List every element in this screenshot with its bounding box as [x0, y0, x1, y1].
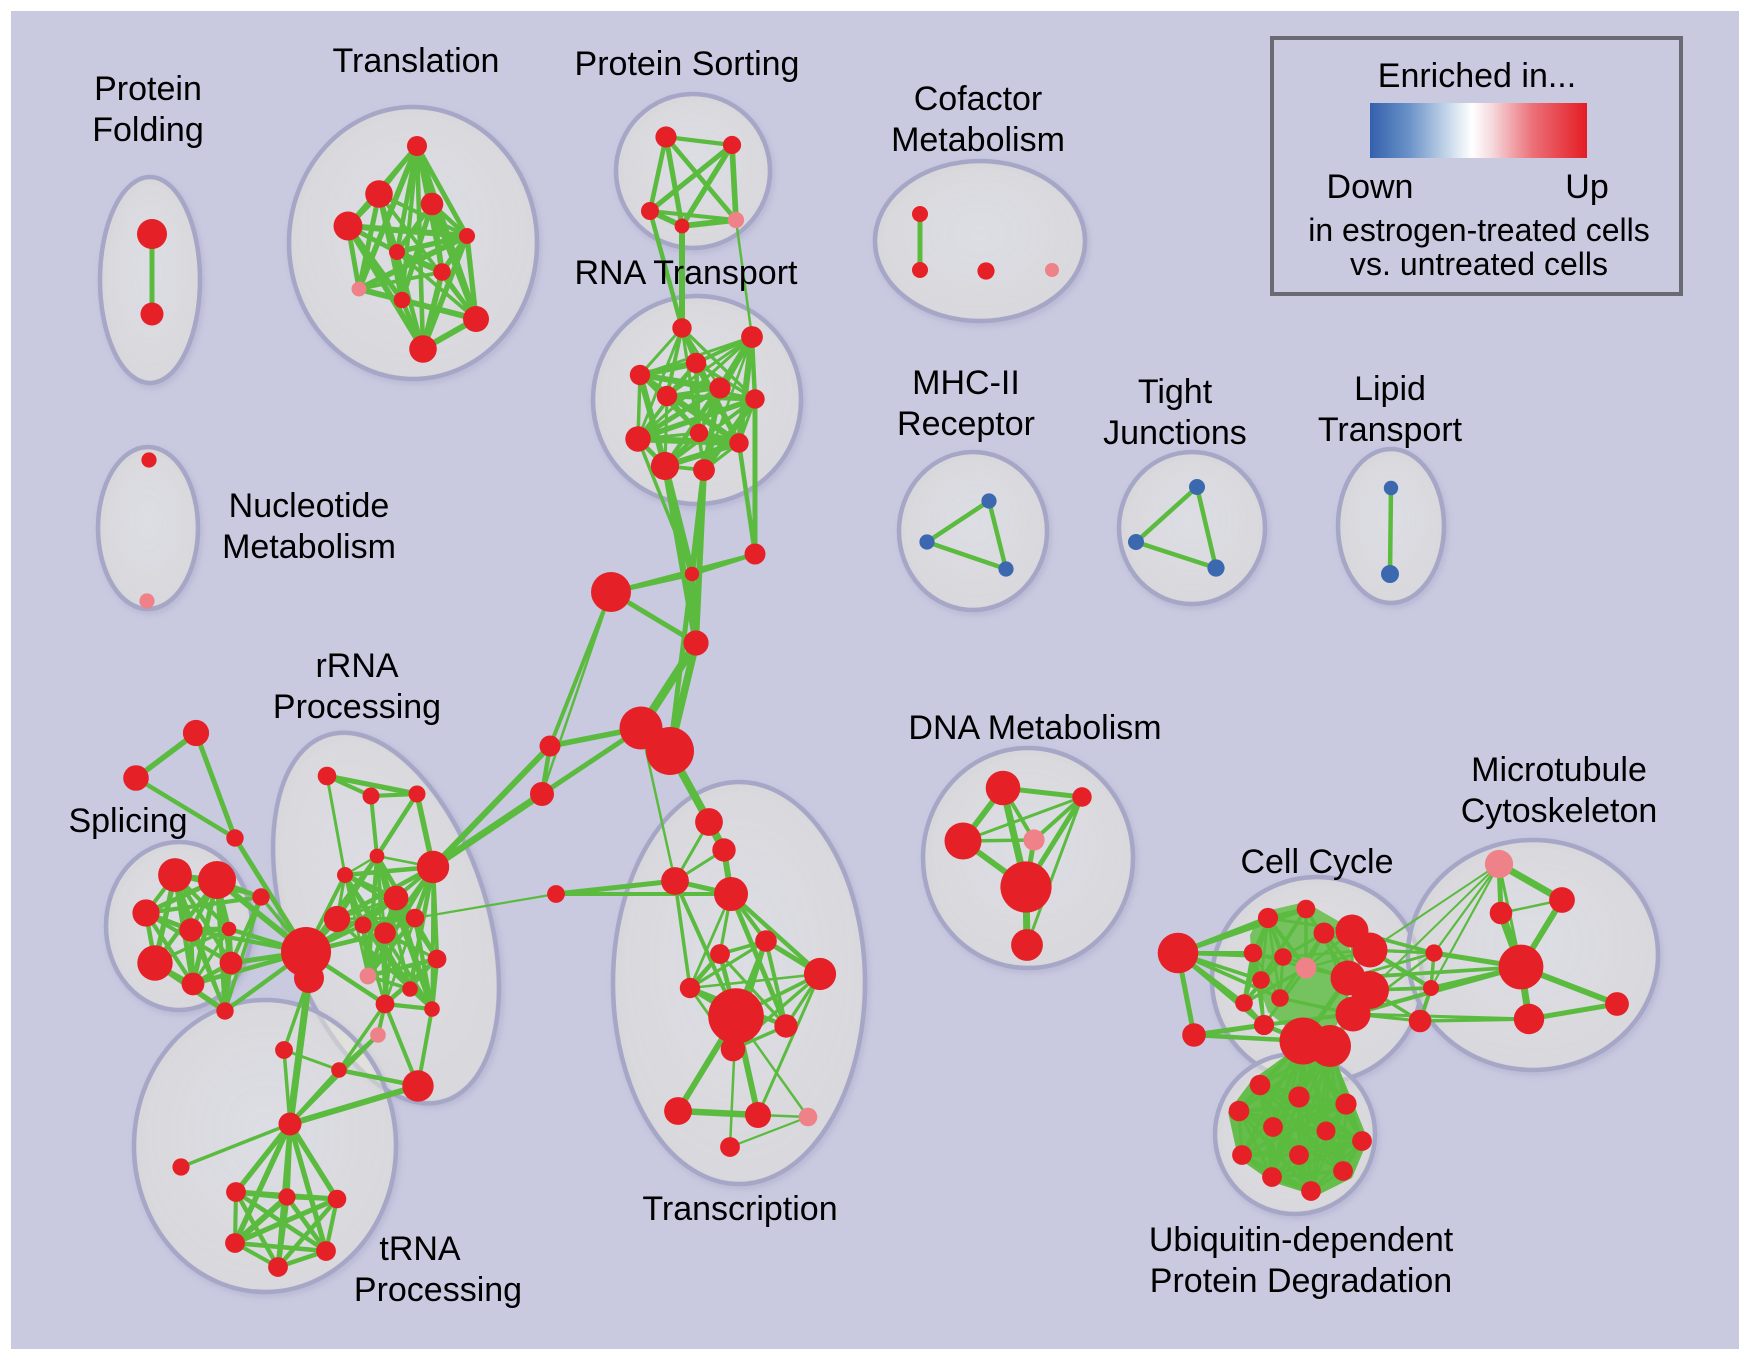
svg-text:DNA Metabolism: DNA Metabolism	[908, 709, 1161, 747]
svg-text:Cytoskeleton: Cytoskeleton	[1461, 792, 1658, 830]
svg-text:Transcription: Transcription	[642, 1190, 837, 1228]
svg-text:Enriched in...: Enriched in...	[1378, 57, 1576, 95]
svg-text:vs. untreated cells: vs. untreated cells	[1350, 246, 1608, 282]
svg-text:Protein Degradation: Protein Degradation	[1150, 1262, 1452, 1300]
svg-text:RNA Transport: RNA Transport	[575, 254, 799, 292]
svg-text:MHC-II: MHC-II	[912, 364, 1020, 402]
svg-text:Cofactor: Cofactor	[914, 80, 1043, 118]
svg-text:Receptor: Receptor	[897, 405, 1035, 443]
svg-text:Lipid: Lipid	[1354, 370, 1426, 408]
svg-text:Splicing: Splicing	[68, 802, 187, 840]
svg-text:tRNA: tRNA	[379, 1230, 461, 1268]
svg-text:Processing: Processing	[273, 688, 441, 726]
svg-text:Cell Cycle: Cell Cycle	[1240, 843, 1393, 881]
svg-text:Up: Up	[1565, 168, 1608, 206]
svg-text:in estrogen-treated cells: in estrogen-treated cells	[1308, 212, 1650, 248]
svg-text:Processing: Processing	[354, 1271, 522, 1309]
svg-text:Protein: Protein	[94, 70, 202, 108]
svg-text:Protein Sorting: Protein Sorting	[575, 45, 800, 83]
svg-text:Down: Down	[1327, 168, 1414, 206]
svg-text:rRNA: rRNA	[315, 647, 398, 685]
svg-text:Junctions: Junctions	[1103, 414, 1247, 452]
svg-text:Ubiquitin-dependent: Ubiquitin-dependent	[1149, 1221, 1454, 1259]
svg-text:Translation: Translation	[333, 42, 500, 80]
svg-text:Transport: Transport	[1318, 411, 1463, 449]
svg-text:Metabolism: Metabolism	[222, 528, 396, 566]
svg-text:Nucleotide: Nucleotide	[229, 487, 390, 525]
svg-text:Folding: Folding	[92, 111, 204, 149]
svg-text:Metabolism: Metabolism	[891, 121, 1065, 159]
svg-text:Tight: Tight	[1138, 373, 1213, 411]
svg-text:Microtubule: Microtubule	[1471, 751, 1647, 789]
